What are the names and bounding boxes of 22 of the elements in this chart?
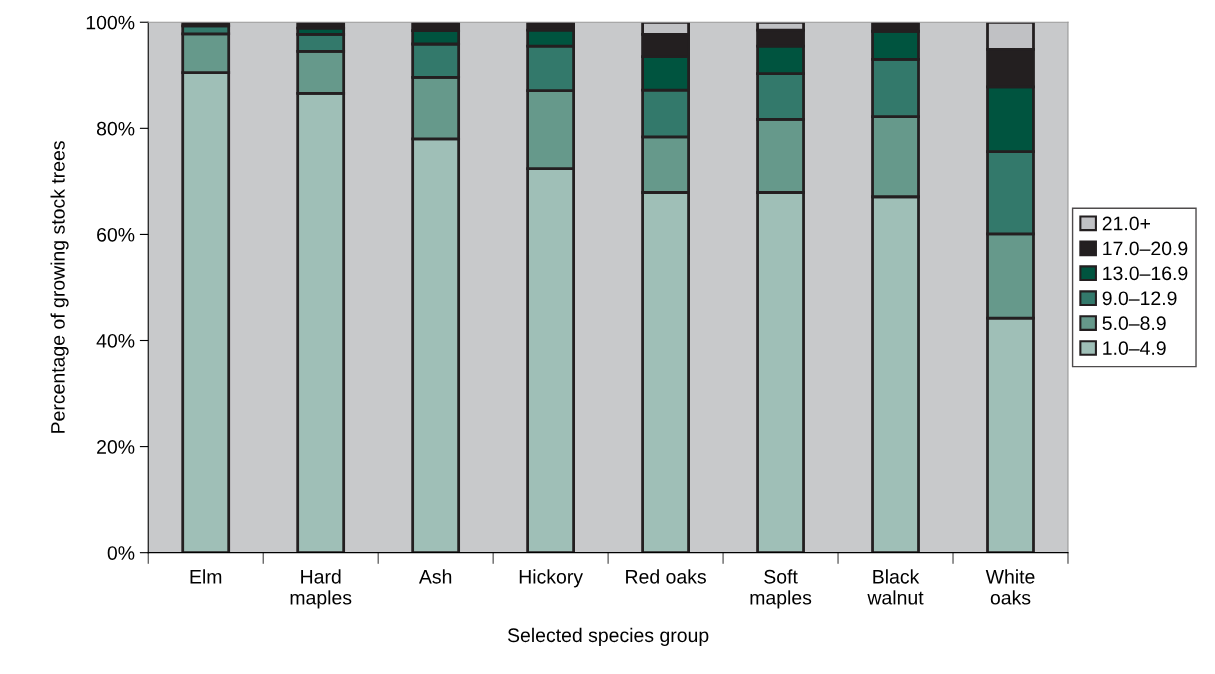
- x-tick-label: Hard maples: [290, 569, 352, 609]
- y-tick-label: 20%: [97, 440, 135, 454]
- x-axis-title: Selected species group: [507, 627, 709, 646]
- y-tick-label: 40%: [96, 333, 135, 348]
- x-tick-label: Hickory: [519, 569, 583, 588]
- x-tick-label: Elm: [190, 569, 222, 584]
- legend-label: 17.0–20.9: [1103, 241, 1188, 256]
- legend-label: 13.0–16.9: [1103, 266, 1188, 281]
- x-tick-label: Ash: [418, 569, 452, 584]
- x-tick-label: Black walnut: [867, 569, 924, 605]
- y-tick-label: 80%: [96, 121, 135, 136]
- x-tick-label: Soft maples: [750, 569, 812, 609]
- y-tick-label: 0%: [107, 546, 135, 560]
- legend-label: 5.0–8.9: [1102, 316, 1166, 331]
- y-tick-label: 60%: [97, 227, 135, 242]
- y-axis-title: Percentage of growing stock trees: [50, 141, 69, 433]
- x-tick-label: Red oaks: [626, 569, 706, 584]
- legend-label: 1.0–4.9: [1103, 341, 1166, 356]
- y-tick-label: 100%: [86, 15, 135, 30]
- x-tick-label: White oaks: [985, 569, 1035, 605]
- legend-label: 21.0+: [1102, 216, 1150, 231]
- legend-label: 9.0–12.9: [1102, 291, 1177, 306]
